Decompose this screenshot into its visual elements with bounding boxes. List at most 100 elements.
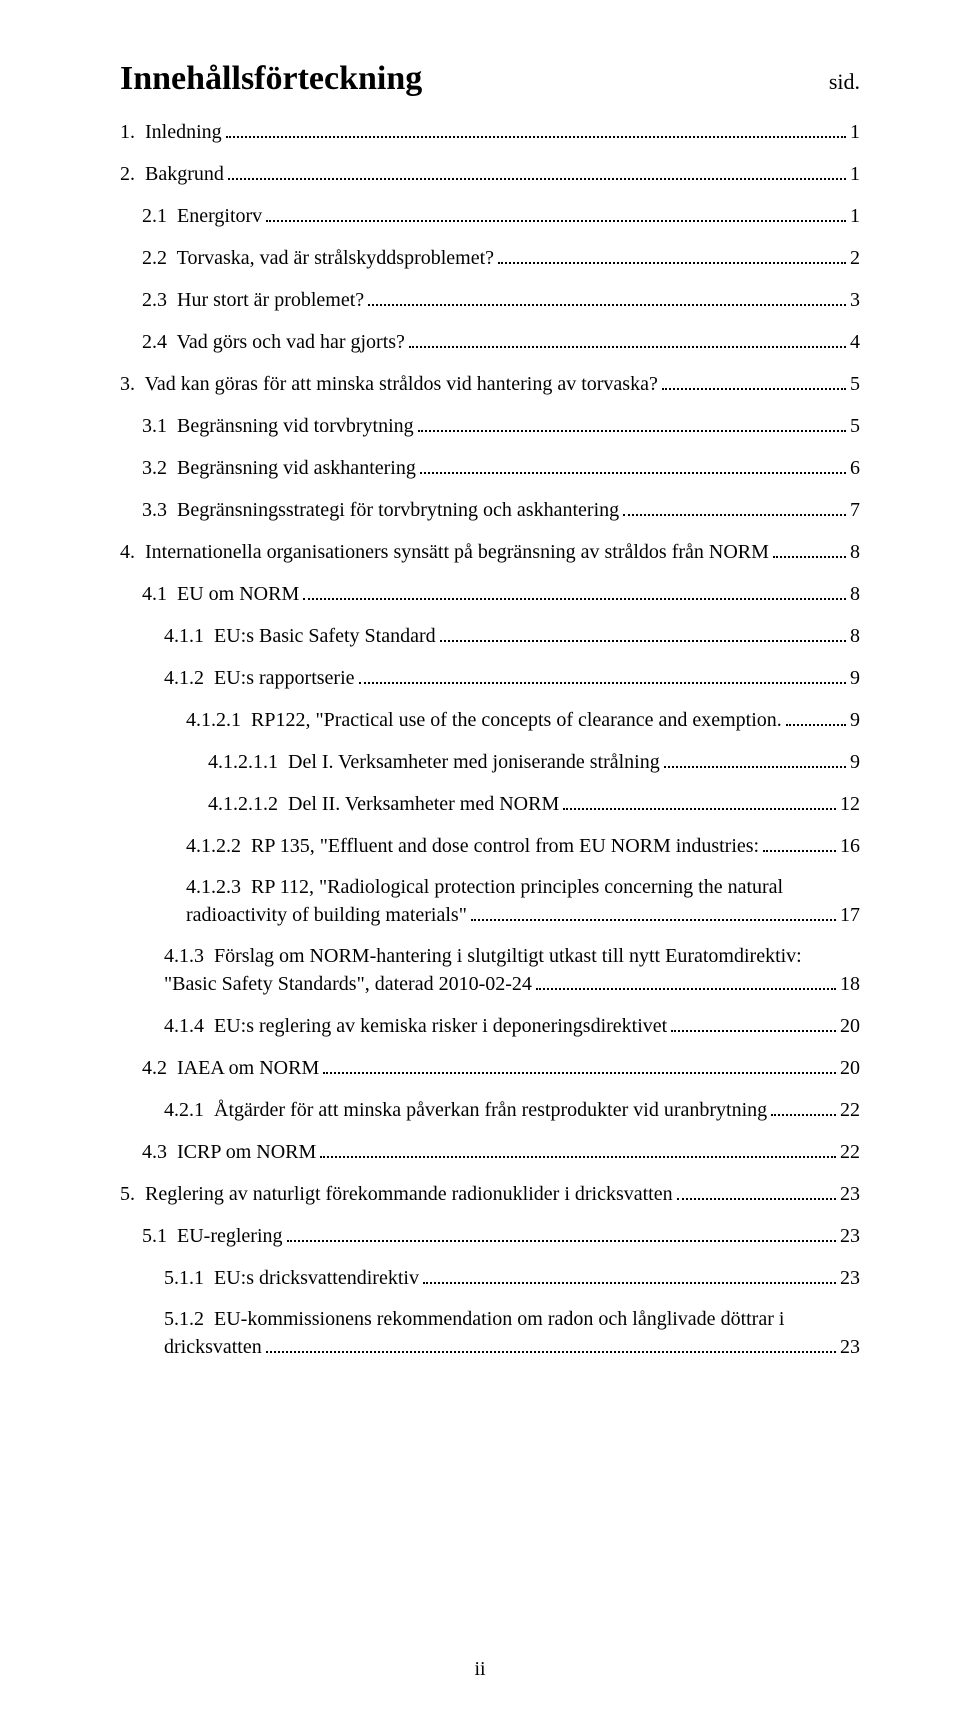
toc-label: 4.1.2.1.1 Del I. Verksamheter med jonise… <box>208 749 660 776</box>
toc-leader-dots <box>418 412 846 432</box>
toc-label: 4.3 ICRP om NORM <box>142 1139 316 1166</box>
toc-leader-dots <box>771 1096 836 1116</box>
toc-label: 4.1.4 EU:s reglering av kemiska risker i… <box>164 1013 667 1040</box>
toc-label: 2. Bakgrund <box>120 161 224 188</box>
toc-entry: 3. Vad kan göras för att minska stråldos… <box>120 370 860 398</box>
toc-page-number: 23 <box>840 1334 860 1361</box>
toc-label: 5.1 EU-reglering <box>142 1223 283 1250</box>
toc-entry: 4.1.2.3 RP 112, "Radiological protection… <box>120 874 860 929</box>
toc-entry: 4.3 ICRP om NORM 22 <box>120 1138 860 1166</box>
toc-label-line1: 5.1.2 EU-kommissionens rekommendation om… <box>164 1306 860 1333</box>
toc-entry: 4.1.2.1.2 Del II. Verksamheter med NORM1… <box>120 790 860 818</box>
toc-leader-dots <box>664 748 846 768</box>
toc-leader-dots <box>226 118 846 138</box>
toc-label-line2-row: "Basic Safety Standards", daterad 2010-0… <box>164 970 860 998</box>
toc-page-number: 9 <box>850 707 860 734</box>
toc-page-number: 22 <box>840 1097 860 1124</box>
toc-page-number: 2 <box>850 245 860 272</box>
toc-entry: 4.1.2.1 RP122, "Practical use of the con… <box>120 706 860 734</box>
toc-entry: 4.2 IAEA om NORM20 <box>120 1054 860 1082</box>
toc-label: 3. Vad kan göras för att minska stråldos… <box>120 371 658 398</box>
toc-entry: 4. Internationella organisationers synsä… <box>120 538 860 566</box>
toc-page-number: 9 <box>850 749 860 776</box>
toc-label: 2.2 Torvaska, vad är strålskyddsprobleme… <box>142 245 494 272</box>
toc-leader-dots <box>368 286 846 306</box>
toc-label: 4.1.2 EU:s rapportserie <box>164 665 355 692</box>
toc-entry: 4.2.1 Åtgärder för att minska påverkan f… <box>120 1096 860 1124</box>
toc-page-number: 22 <box>840 1139 860 1166</box>
toc-entry: 2.3 Hur stort är problemet? 3 <box>120 286 860 314</box>
toc-page-number: 6 <box>850 455 860 482</box>
page-title: Innehållsförteckning <box>120 60 422 98</box>
toc-entry: 3.1 Begränsning vid torvbrytning 5 <box>120 412 860 440</box>
toc-entry: 4.1 EU om NORM8 <box>120 580 860 608</box>
toc-label: 4.2.1 Åtgärder för att minska påverkan f… <box>164 1097 767 1124</box>
toc-entry: 3.3 Begränsningsstrategi för torvbrytnin… <box>120 496 860 524</box>
toc-entry: 5.1 EU-reglering 23 <box>120 1222 860 1250</box>
toc-label-line2: dricksvatten <box>164 1334 262 1361</box>
toc-label-line2: radioactivity of building materials" <box>186 902 467 929</box>
toc-page-number: 5 <box>850 371 860 398</box>
toc-label: 3.1 Begränsning vid torvbrytning <box>142 413 414 440</box>
toc-page-number: 1 <box>850 161 860 188</box>
toc-label-line2-row: dricksvatten 23 <box>164 1333 860 1361</box>
toc-page-number: 3 <box>850 287 860 314</box>
toc-page-number: 8 <box>850 581 860 608</box>
toc-leader-dots <box>423 1264 836 1284</box>
toc-page-number: 20 <box>840 1013 860 1040</box>
toc-entry: 4.1.1 EU:s Basic Safety Standard8 <box>120 622 860 650</box>
toc-page-number: 23 <box>840 1181 860 1208</box>
toc-entry: 4.1.3 Förslag om NORM-hantering i slutgi… <box>120 943 860 998</box>
toc-page-number: 1 <box>850 119 860 146</box>
toc-label: 5. Reglering av naturligt förekommande r… <box>120 1181 673 1208</box>
toc-label: 4. Internationella organisationers synsä… <box>120 539 769 566</box>
toc-page-number: 5 <box>850 413 860 440</box>
toc-page-number: 23 <box>840 1223 860 1250</box>
toc-label-line2-row: radioactivity of building materials"17 <box>186 901 860 929</box>
toc-entry: 4.1.2.2 RP 135, "Effluent and dose contr… <box>120 832 860 860</box>
toc-page-number: 9 <box>850 665 860 692</box>
toc-label: 3.3 Begränsningsstrategi för torvbrytnin… <box>142 497 619 524</box>
toc-page-number: 7 <box>850 497 860 524</box>
toc-label: 4.1.2.2 RP 135, "Effluent and dose contr… <box>186 833 759 860</box>
toc-entry: 4.1.2 EU:s rapportserie 9 <box>120 664 860 692</box>
title-row: Innehållsförteckning sid. <box>120 60 860 98</box>
toc-leader-dots <box>266 202 846 222</box>
toc-leader-dots <box>671 1012 836 1032</box>
table-of-contents: 1. Inledning1 2. Bakgrund 1 2.1 Energitorv 1… <box>120 118 860 1361</box>
toc-leader-dots <box>786 706 846 726</box>
toc-entry: 2.4 Vad görs och vad har gjorts?4 <box>120 328 860 356</box>
toc-leader-dots <box>498 244 846 264</box>
toc-label-line1: 4.1.2.3 RP 112, "Radiological protection… <box>186 874 860 901</box>
toc-page-number: 16 <box>840 833 860 860</box>
toc-label-line2: "Basic Safety Standards", daterad 2010-0… <box>164 971 532 998</box>
toc-leader-dots <box>440 622 846 642</box>
toc-entry: 2. Bakgrund 1 <box>120 160 860 188</box>
toc-page-number: 1 <box>850 203 860 230</box>
toc-label: 5.1.1 EU:s dricksvattendirektiv <box>164 1265 419 1292</box>
toc-entry: 4.1.2.1.1 Del I. Verksamheter med jonise… <box>120 748 860 776</box>
toc-page-number: 18 <box>840 971 860 998</box>
toc-leader-dots <box>471 901 836 921</box>
toc-entry: 1. Inledning1 <box>120 118 860 146</box>
toc-entry: 5.1.2 EU-kommissionens rekommendation om… <box>120 1306 860 1361</box>
toc-leader-dots <box>662 370 846 390</box>
toc-label: 2.3 Hur stort är problemet? <box>142 287 364 314</box>
toc-leader-dots <box>266 1333 836 1353</box>
toc-leader-dots <box>323 1054 836 1074</box>
toc-label: 4.1.1 EU:s Basic Safety Standard <box>164 623 436 650</box>
toc-entry: 5. Reglering av naturligt förekommande r… <box>120 1180 860 1208</box>
toc-label: 2.4 Vad görs och vad har gjorts? <box>142 329 405 356</box>
toc-leader-dots <box>303 580 846 600</box>
toc-leader-dots <box>409 328 846 348</box>
toc-leader-dots <box>536 970 836 990</box>
toc-entry: 2.2 Torvaska, vad är strålskyddsprobleme… <box>120 244 860 272</box>
toc-label: 2.1 Energitorv <box>142 203 262 230</box>
toc-leader-dots <box>420 454 846 474</box>
toc-entry: 5.1.1 EU:s dricksvattendirektiv23 <box>120 1264 860 1292</box>
toc-leader-dots <box>763 832 836 852</box>
toc-leader-dots <box>228 160 846 180</box>
toc-page-number: 8 <box>850 539 860 566</box>
sid-label: sid. <box>829 69 860 95</box>
toc-entry: 4.1.4 EU:s reglering av kemiska risker i… <box>120 1012 860 1040</box>
